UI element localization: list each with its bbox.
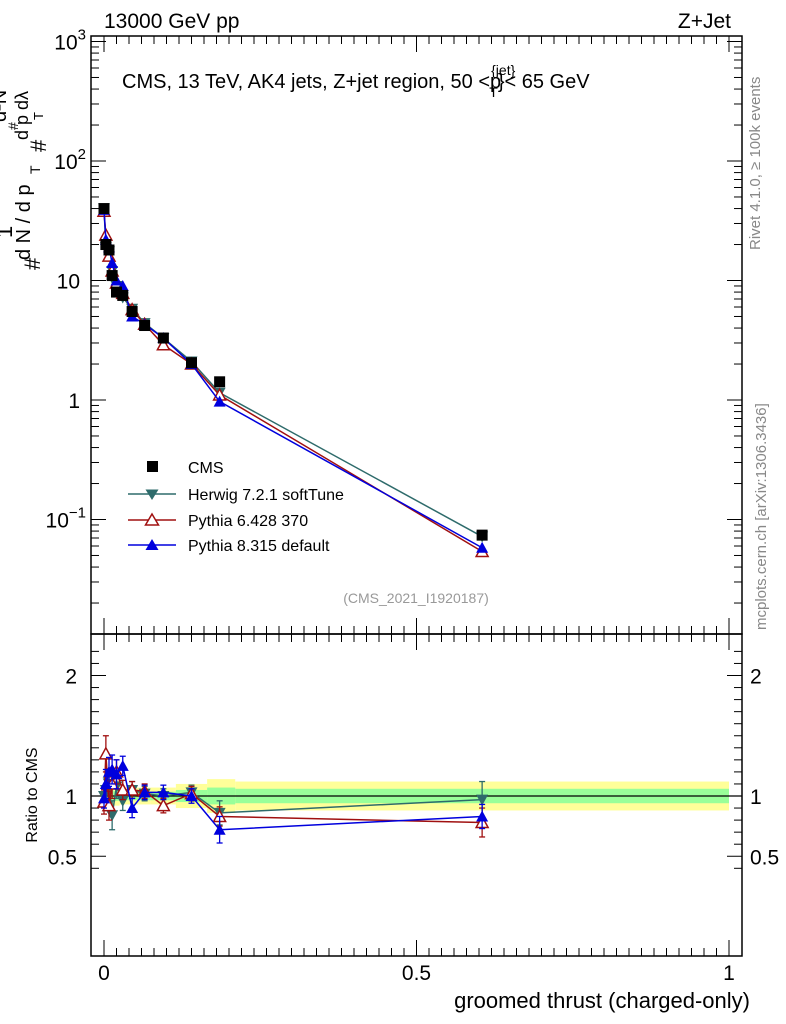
legend-herwig-label: Herwig 7.2.1 softTune [188, 487, 344, 504]
main-y-tick-label: 102 [54, 146, 86, 174]
main-y-tick-label: 10−1 [46, 505, 86, 533]
main-point-cms [117, 289, 129, 301]
ratio-y-tick-label: 1 [65, 786, 77, 809]
svg-text:1: 1 [0, 226, 17, 238]
main-point-cms [103, 244, 115, 256]
svg-text:T: T [27, 165, 43, 174]
plot-title: CMS, 13 TeV, AK4 jets, Z+jet region, 50 … [122, 62, 590, 100]
main-point-cms [126, 306, 138, 318]
legend: CMS Herwig 7.2.1 softTune Pythia 6.428 3… [128, 460, 344, 555]
main-y-tick-label: 1 [68, 390, 80, 413]
main-y-tick-label: 10 [57, 271, 80, 294]
main-plot-area: 10−1 1 10 102 103 [46, 27, 742, 634]
ratio-y-tick-label-right: 2 [750, 666, 762, 689]
svg-text:T: T [31, 112, 46, 120]
main-point-pythia8 [476, 541, 489, 553]
ratio-point-pythia8 [213, 823, 226, 835]
svg-text:d p dλ: d p dλ [12, 91, 32, 140]
legend-pythia6-label: Pythia 6.428 370 [188, 513, 308, 530]
ratio-point-herwig [476, 794, 489, 806]
main-point-cms [186, 357, 197, 369]
main-point-cms [476, 529, 488, 541]
svg-text:#: # [26, 139, 51, 152]
svg-text:d²N: d²N [0, 90, 11, 122]
main-point-cms [106, 270, 118, 282]
legend-pythia8-label: Pythia 8.315 default [188, 538, 330, 555]
rivet-label: Rivet 4.1.0, ≥ 100k events [747, 77, 764, 250]
ratio-point-pythia8 [110, 768, 123, 780]
main-point-cms [98, 203, 110, 215]
legend-pythia6-marker [144, 512, 160, 526]
svg-text:#: # [5, 122, 21, 130]
ratio-point-herwig [116, 795, 129, 807]
main-point-pythia8 [213, 395, 226, 407]
legend-cms-marker [147, 461, 158, 472]
ratio-y-tick-label: 2 [65, 666, 77, 689]
svg-text:d N / d p: d N / d p [13, 184, 35, 260]
main-point-cms [139, 320, 151, 332]
legend-cms-label: CMS [188, 460, 224, 477]
ratio-point-pythia8 [138, 786, 151, 798]
x-tick-label: 0.5 [402, 962, 431, 985]
ratio-point-pythia6 [115, 782, 131, 796]
ratio-point-pythia8 [185, 790, 198, 801]
main-series-cms [98, 203, 488, 541]
ratio-point-pythia6 [98, 746, 114, 760]
ratio-point-pythia6 [156, 798, 171, 812]
main-point-pythia8 [106, 257, 119, 269]
main-point-pythia6 [156, 337, 171, 351]
legend-pythia8-marker [145, 539, 159, 550]
ratio-plot-area: 0.5 0.5 1 1 2 2 0 0.5 1 [48, 634, 779, 985]
main-point-cms [157, 332, 169, 344]
ratio-point-pythia8 [476, 810, 489, 822]
ratio-y-tick-label-right: 1 [750, 786, 762, 809]
main-point-cms [214, 376, 226, 388]
x-tick-label: 1 [723, 962, 735, 985]
plot-title-sup: {jet} [491, 62, 515, 78]
main-point-cms [111, 286, 122, 298]
legend-herwig-marker [145, 489, 159, 500]
ratio-point-pythia8 [116, 759, 129, 771]
ratio-point-pythia8 [157, 786, 170, 798]
ratio-y-axis-title: Ratio to CMS [24, 747, 41, 842]
main-y-tick-label: 103 [54, 27, 86, 55]
plot-title-end: }< 65 GeV [498, 71, 590, 93]
ratio-y-tick-label-right: 0.5 [750, 846, 779, 869]
plot-title-sub: T [489, 84, 498, 100]
ratio-y-tick-label: 0.5 [48, 846, 77, 869]
mcplots-label: mcplots.cern.ch [arXiv:1306.3436] [753, 403, 770, 630]
ratio-point-pythia8 [126, 802, 139, 814]
header-left: 13000 GeV pp [104, 10, 239, 33]
x-axis-title: groomed thrust (charged-only) [454, 988, 750, 1013]
analysis-id: (CMS_2021_I1920187) [343, 590, 489, 606]
ratio-series-pythia8 [98, 754, 489, 844]
svg-text:#: # [20, 257, 45, 270]
main-y-axis-title: # d N / d p 1 T # d p dλ d²N # T [0, 90, 51, 270]
header-right: Z+Jet [678, 10, 731, 33]
x-tick-label: 0 [98, 962, 110, 985]
